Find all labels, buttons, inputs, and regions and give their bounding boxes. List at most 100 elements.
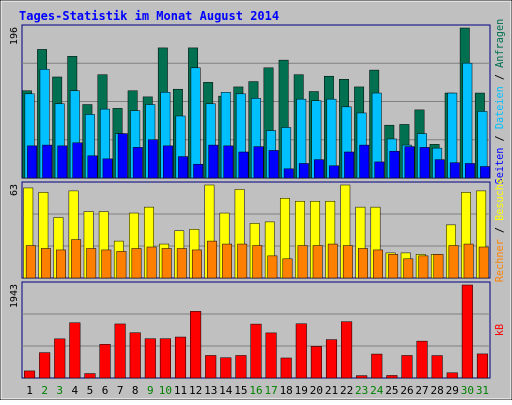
bar-seiten-25 bbox=[389, 150, 400, 179]
bar-kb-11 bbox=[174, 336, 187, 379]
bar-kb-30 bbox=[461, 284, 473, 379]
bar-seiten-21 bbox=[329, 165, 339, 179]
y-max-label: 63 bbox=[9, 184, 20, 196]
bar-kb-26 bbox=[401, 355, 413, 379]
bar-seiten-4 bbox=[72, 142, 83, 179]
bar-kb-16 bbox=[250, 323, 262, 379]
bar-rechner-3 bbox=[56, 249, 66, 279]
x-tick-label-7: 7 bbox=[117, 384, 124, 397]
bar-seiten-15 bbox=[238, 151, 249, 179]
bar-kb-24 bbox=[371, 353, 383, 379]
bar-rechner-15 bbox=[237, 243, 248, 279]
x-tick-label-8: 8 bbox=[132, 384, 139, 397]
bar-rechner-16 bbox=[252, 245, 263, 279]
x-tick-label-24: 24 bbox=[370, 384, 384, 397]
legend-separator: / bbox=[495, 68, 506, 86]
bar-rechner-7 bbox=[116, 251, 127, 279]
bar-rechner-18 bbox=[282, 258, 293, 279]
panel-middle: 63 Rechner / Besuche bbox=[9, 178, 506, 282]
bar-rechner-8 bbox=[131, 248, 142, 279]
legend-dateien: Dateien bbox=[495, 86, 506, 129]
bar-rechner-17 bbox=[267, 255, 278, 279]
bar-seiten-9 bbox=[147, 139, 158, 179]
panel-top: 196 Seiten / Dateien / Anfragen bbox=[9, 19, 506, 185]
bar-seiten-29 bbox=[449, 162, 460, 179]
panel-bottom: 1943 kB bbox=[9, 281, 506, 379]
x-tick-label-11: 11 bbox=[174, 384, 187, 397]
bar-kb-17 bbox=[265, 332, 277, 379]
bar-seiten-28 bbox=[434, 159, 445, 179]
x-tick-label-15: 15 bbox=[234, 384, 247, 397]
bar-kb-25 bbox=[386, 375, 398, 379]
bar-seiten-6 bbox=[102, 158, 113, 179]
bar-rechner-30 bbox=[463, 243, 474, 279]
bar-seiten-26 bbox=[404, 146, 415, 179]
x-tick-label-30: 30 bbox=[461, 384, 474, 397]
bar-kb-22 bbox=[341, 321, 353, 379]
bar-seiten-22 bbox=[344, 151, 355, 179]
legend-kb: kB bbox=[495, 324, 506, 336]
bar-kb-6 bbox=[99, 344, 111, 379]
bar-rechner-9 bbox=[146, 246, 157, 279]
legend-separator: / bbox=[495, 129, 506, 147]
x-tick-label-1: 1 bbox=[26, 384, 33, 397]
x-tick-label-22: 22 bbox=[340, 384, 353, 397]
x-tick-label-27: 27 bbox=[415, 384, 428, 397]
x-tick-label-23: 23 bbox=[355, 384, 368, 397]
bar-seiten-8 bbox=[132, 147, 143, 179]
bar-kb-15 bbox=[235, 355, 247, 379]
legend-rechner: Rechner bbox=[495, 239, 506, 282]
bar-seiten-20 bbox=[314, 159, 324, 179]
bar-rechner-4 bbox=[71, 239, 82, 279]
bar-seiten-11 bbox=[178, 156, 189, 179]
bar-seiten-27 bbox=[419, 147, 430, 179]
bar-seiten-24 bbox=[374, 161, 385, 179]
bar-kb-1 bbox=[24, 370, 36, 379]
bar-rechner-28 bbox=[433, 254, 444, 279]
x-tick-label-29: 29 bbox=[446, 384, 459, 397]
bar-kb-20 bbox=[310, 346, 322, 379]
bar-seiten-5 bbox=[87, 155, 98, 179]
bar-seiten-2 bbox=[42, 144, 53, 179]
bar-rechner-5 bbox=[86, 248, 97, 279]
bar-rechner-22 bbox=[342, 245, 353, 279]
bar-rechner-2 bbox=[41, 248, 51, 279]
x-tick-label-9: 9 bbox=[147, 384, 154, 397]
chart-title: Tages-Statistik im Monat August 2014 bbox=[19, 9, 279, 23]
x-tick-label-28: 28 bbox=[431, 384, 444, 397]
x-tick-label-4: 4 bbox=[72, 384, 79, 397]
x-tick-label-21: 21 bbox=[325, 384, 338, 397]
series-label-middle: Rechner / Besuche bbox=[495, 178, 506, 282]
bar-seiten-31 bbox=[480, 166, 490, 179]
bar-dateien-30 bbox=[462, 62, 473, 179]
x-tick-label-14: 14 bbox=[219, 384, 233, 397]
bar-kb-13 bbox=[205, 355, 217, 379]
bar-kb-21 bbox=[325, 339, 338, 379]
series-label-top: Seiten / Dateien / Anfragen bbox=[495, 19, 506, 185]
x-tick-label-3: 3 bbox=[56, 384, 63, 397]
x-tick-label-2: 2 bbox=[41, 384, 48, 397]
bar-seiten-14 bbox=[223, 145, 234, 179]
bar-seiten-19 bbox=[298, 163, 309, 179]
bar-rechner-19 bbox=[297, 245, 308, 279]
bar-rechner-20 bbox=[312, 245, 323, 279]
bar-kb-14 bbox=[220, 357, 232, 379]
x-tick-label-20: 20 bbox=[310, 384, 323, 397]
bar-rechner-10 bbox=[161, 248, 172, 279]
x-tick-label-31: 31 bbox=[476, 384, 489, 397]
bar-rechner-1 bbox=[25, 245, 36, 279]
legend-besuche: Besuche bbox=[495, 178, 506, 221]
bar-rechner-31 bbox=[478, 246, 489, 279]
x-tick-label-13: 13 bbox=[204, 384, 217, 397]
bar-seiten-10 bbox=[163, 145, 173, 179]
bar-kb-19 bbox=[295, 323, 307, 379]
bar-kb-31 bbox=[476, 353, 488, 379]
bar-rechner-14 bbox=[222, 243, 233, 279]
panels-layer: 196 Seiten / Dateien / Anfragen 63 Rechner … bbox=[9, 19, 506, 379]
bar-seiten-12 bbox=[193, 163, 204, 179]
bar-rechner-23 bbox=[358, 248, 368, 279]
x-tick-label-12: 12 bbox=[189, 384, 202, 397]
